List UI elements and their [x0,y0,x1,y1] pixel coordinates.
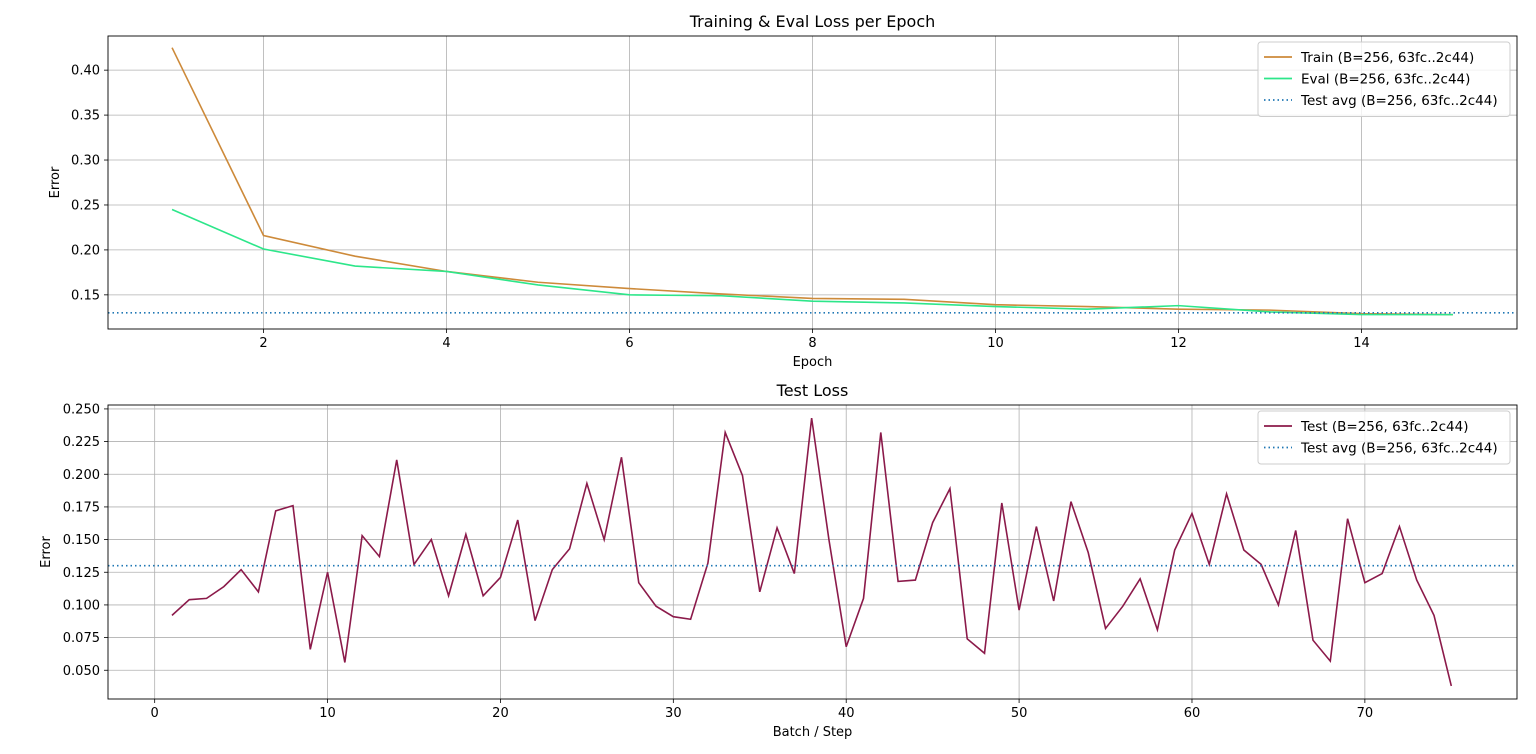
plot-frame [107,35,1518,330]
x-tick-label: 8 [808,336,816,351]
series-line-test [171,417,1453,687]
x-tick-label: 30 [665,706,682,721]
y-tick-label: 0.225 [63,435,100,450]
series-line-eval [171,208,1453,316]
legend-label: Train (B=256, 63fc..2c44) [1300,50,1474,66]
x-tick-label: 4 [442,336,450,351]
legend-label: Test avg (B=256, 63fc..2c44) [1300,441,1498,457]
legend: Test (B=256, 63fc..2c44) Test avg (B=256,… [1257,410,1511,465]
y-tick-label: 0.200 [63,468,100,483]
y-tick-label: 0.35 [71,109,100,124]
x-tick-label: 70 [1357,706,1374,721]
x-tick-label: 0 [151,706,159,721]
chart-0: 2 4 6 8 10 12 14 0.15 0.20 0.25 0.30 0.35 0.40 Traini… [48,12,1518,370]
y-tick-label: 0.15 [71,288,100,303]
x-axis-label: Epoch [793,355,833,370]
y-tick-label: 0.40 [71,64,100,79]
x-tick-label: 12 [1170,336,1187,351]
chart-title: Training & Eval Loss per Epoch [689,12,936,31]
legend-label: Test (B=256, 63fc..2c44) [1300,419,1468,435]
y-tick-label: 0.175 [63,500,100,515]
legend-label: Eval (B=256, 63fc..2c44) [1301,72,1470,88]
x-axis-label: Batch / Step [773,725,853,740]
x-tick-label: 6 [625,336,633,351]
legend-label: Test avg (B=256, 63fc..2c44) [1300,93,1498,109]
y-tick-label: 0.125 [63,566,100,581]
legend: Train (B=256, 63fc..2c44) Eval (B=256, 63… [1257,41,1511,117]
y-axis-label: Error [39,536,54,568]
x-tick-label: 60 [1184,706,1201,721]
y-tick-label: 0.20 [71,243,100,258]
plot-frame [107,404,1518,700]
x-tick-label: 10 [319,706,336,721]
chart-1: 0 10 20 30 40 50 60 70 0.050 0.075 0.100 0.125 0.150… [39,381,1518,740]
x-tick-label: 40 [838,706,855,721]
x-tick-label: 20 [492,706,509,721]
y-axis-label: Error [48,166,63,198]
y-tick-label: 0.25 [71,198,100,213]
y-tick-label: 0.075 [63,631,100,646]
x-tick-label: 2 [259,336,267,351]
y-tick-label: 0.100 [63,598,100,613]
legend-frame [1257,41,1511,117]
legend-frame [1257,410,1511,465]
y-tick-label: 0.150 [63,533,100,548]
chart-title: Test Loss [776,381,849,400]
x-tick-label: 14 [1353,336,1370,351]
y-tick-label: 0.050 [63,664,100,679]
y-tick-label: 0.30 [71,154,100,169]
y-tick-label: 0.250 [63,402,100,417]
x-tick-label: 50 [1011,706,1028,721]
x-tick-label: 10 [987,336,1004,351]
